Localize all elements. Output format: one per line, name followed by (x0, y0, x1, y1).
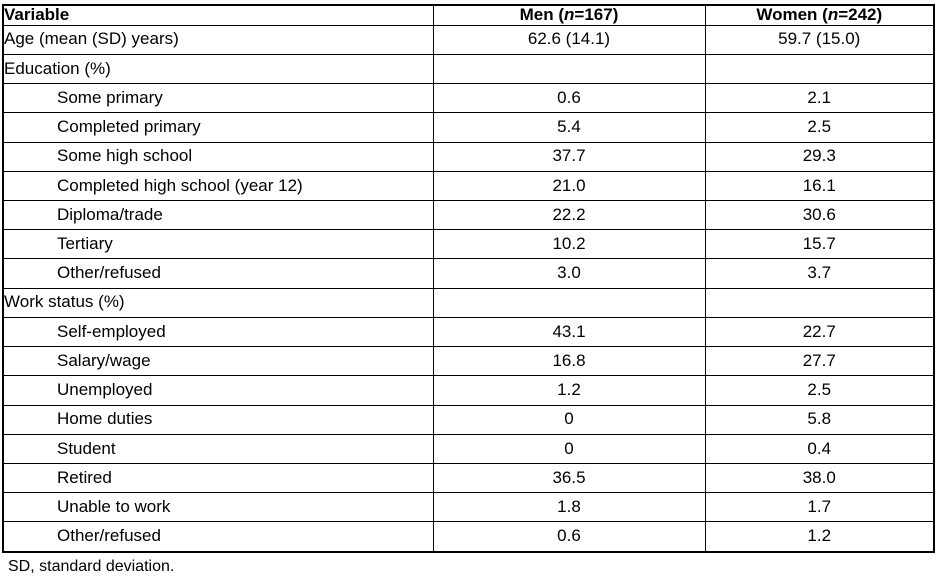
women-value: 16.1 (704, 170, 935, 202)
table-row-diploma-trade: Diploma/trade 22.2 30.6 (2, 199, 935, 231)
table-row-education-section: Education (%) (2, 53, 935, 85)
men-value: 10.2 (432, 229, 706, 260)
women-value: 0.4 (704, 433, 935, 464)
women-value: 2.1 (704, 83, 935, 114)
men-value: 3.0 (432, 258, 706, 289)
row-label: Other/refused (2, 521, 434, 553)
men-value: 0 (432, 404, 706, 435)
men-value: 43.1 (432, 316, 706, 348)
table-row-completed-high-school: Completed high school (year 12) 21.0 16.… (2, 170, 935, 202)
row-label: Salary/wage (2, 346, 434, 377)
row-label: Completed high school (year 12) (2, 170, 434, 202)
men-value: 37.7 (432, 141, 706, 172)
women-value: 1.2 (704, 521, 935, 553)
women-value (704, 287, 935, 318)
women-value: 29.3 (704, 141, 935, 172)
women-value: 2.5 (704, 112, 935, 143)
table-row-work-status-section: Work status (%) (2, 287, 935, 318)
women-value: 2.5 (704, 375, 935, 406)
row-label: Other/refused (2, 258, 434, 289)
men-value (432, 287, 706, 318)
men-value: 62.6 (14.1) (432, 24, 706, 55)
row-label: Retired (2, 462, 434, 494)
table-row-work-other-refused: Other/refused 0.6 1.2 (2, 521, 935, 553)
table-row-salary-wage: Salary/wage 16.8 27.7 (2, 346, 935, 377)
men-value: 16.8 (432, 346, 706, 377)
women-value (704, 53, 935, 85)
row-label: Age (mean (SD) years) (2, 24, 434, 55)
women-value: 38.0 (704, 462, 935, 494)
row-label: Home duties (2, 404, 434, 435)
women-value: 59.7 (15.0) (704, 24, 935, 55)
row-label: Some primary (2, 83, 434, 114)
table-row-some-high-school: Some high school 37.7 29.3 (2, 141, 935, 172)
men-value: 0.6 (432, 83, 706, 114)
row-label: Tertiary (2, 229, 434, 260)
row-label: Some high school (2, 141, 434, 172)
table-footnote: SD, standard deviation. (8, 558, 175, 575)
row-label: Completed primary (2, 112, 434, 143)
men-value: 1.8 (432, 492, 706, 523)
men-value: 0 (432, 433, 706, 464)
women-value: 5.8 (704, 404, 935, 435)
men-value: 0.6 (432, 521, 706, 553)
men-header-n: n (564, 5, 575, 24)
women-header-prefix: Women ( (756, 5, 828, 24)
table-row-some-primary: Some primary 0.6 2.1 (2, 83, 935, 114)
row-label: Diploma/trade (2, 199, 434, 231)
women-header-n: n (827, 5, 839, 24)
men-value: 36.5 (432, 462, 706, 494)
column-header-variable: Variable (2, 4, 434, 26)
men-header-suffix: =167) (574, 5, 619, 24)
men-value: 1.2 (432, 375, 706, 406)
women-value: 22.7 (704, 316, 935, 348)
table-row-retired: Retired 36.5 38.0 (2, 462, 935, 494)
women-value: 15.7 (704, 229, 935, 260)
row-label: Unemployed (2, 375, 434, 406)
women-value: 1.7 (704, 492, 935, 523)
demographics-table: Variable Men (n=167) Women (n=242) Age (… (2, 4, 935, 553)
table-row-unemployed: Unemployed 1.2 2.5 (2, 375, 935, 406)
women-value: 27.7 (704, 346, 935, 377)
women-value: 30.6 (704, 199, 935, 231)
table-row-home-duties: Home duties 0 5.8 (2, 404, 935, 435)
row-label: Unable to work (2, 492, 434, 523)
row-label: Student (2, 433, 434, 464)
men-value: 5.4 (432, 112, 706, 143)
women-value: 3.7 (704, 258, 935, 289)
table-row-student: Student 0 0.4 (2, 433, 935, 464)
section-label: Work status (%) (2, 287, 434, 318)
table-row-education-other-refused: Other/refused 3.0 3.7 (2, 258, 935, 289)
column-header-women: Women (n=242) (704, 4, 935, 26)
column-header-men: Men (n=167) (432, 4, 706, 26)
women-header-suffix: =242) (838, 5, 883, 24)
table-row-completed-primary: Completed primary 5.4 2.5 (2, 112, 935, 143)
table-row-self-employed: Self-employed 43.1 22.7 (2, 316, 935, 348)
table-header-row: Variable Men (n=167) Women (n=242) (2, 4, 935, 26)
table-row-unable-to-work: Unable to work 1.8 1.7 (2, 492, 935, 523)
men-header-prefix: Men ( (519, 5, 565, 24)
table-row-tertiary: Tertiary 10.2 15.7 (2, 229, 935, 260)
row-label: Self-employed (2, 316, 434, 348)
table-row-age: Age (mean (SD) years) 62.6 (14.1) 59.7 (… (2, 24, 935, 55)
men-value: 22.2 (432, 199, 706, 231)
men-value (432, 53, 706, 85)
section-label: Education (%) (2, 53, 434, 85)
men-value: 21.0 (432, 170, 706, 202)
